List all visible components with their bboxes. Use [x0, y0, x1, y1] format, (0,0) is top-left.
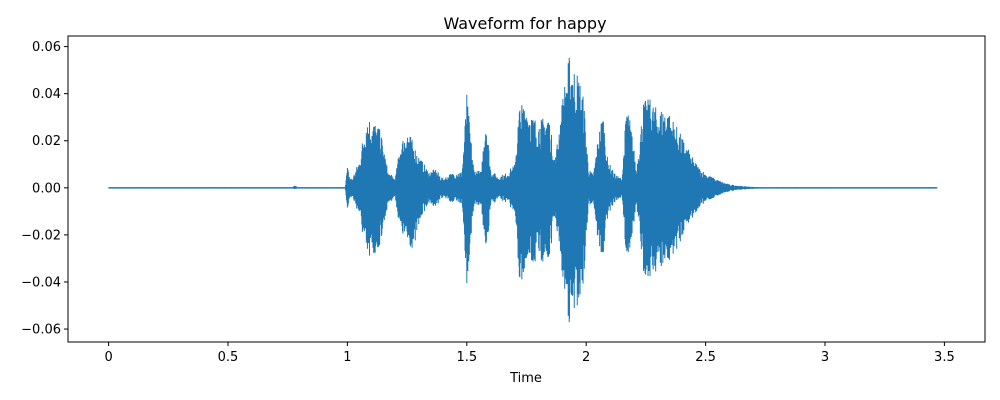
axes-frame: [67, 35, 986, 343]
waveform-series: [108, 57, 938, 323]
y-tick-label: 0.02: [32, 134, 61, 149]
plot-area: [108, 57, 938, 323]
x-axis-label: Time: [509, 371, 542, 386]
x-tick-label: 3: [821, 350, 829, 365]
x-tick-label: 2.5: [695, 350, 716, 365]
x-tick-label: 1: [343, 350, 351, 365]
y-tick-label: −0.02: [21, 228, 61, 243]
chart-title: Waveform for happy: [443, 14, 606, 33]
x-tick-label: 1.5: [456, 350, 477, 365]
y-tick-label: −0.04: [21, 275, 61, 290]
x-tick-label: 3.5: [934, 350, 955, 365]
x-tick-label: 2: [582, 350, 590, 365]
y-tick-label: 0.06: [32, 40, 61, 55]
x-tick-label: 0: [104, 350, 112, 365]
y-tick-label: −0.06: [21, 323, 61, 338]
y-axis: −0.06 −0.04 −0.02 0.00 0.02 0.04 0.06: [21, 40, 68, 338]
y-tick-label: 0.04: [32, 87, 61, 102]
x-tick-label: 0.5: [218, 350, 239, 365]
y-tick-label: 0.00: [32, 181, 61, 196]
x-axis: 0 0.5 1 1.5 2 2.5 3 3.5: [104, 342, 955, 365]
